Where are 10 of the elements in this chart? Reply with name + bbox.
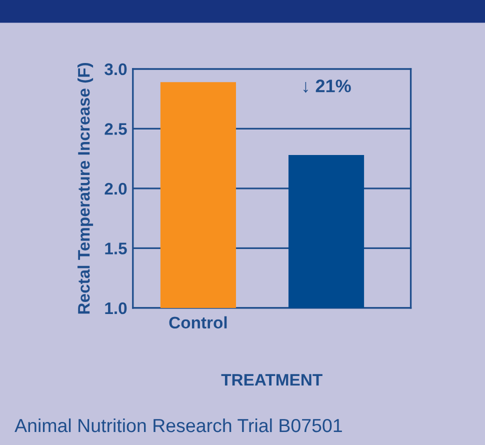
annotation: ↓ 21%	[304, 80, 351, 93]
y-tick-label: 2.0	[104, 182, 127, 195]
text: Animal Nutrition Research Trial B07501	[14, 418, 342, 432]
y-tick-label: 3.0	[104, 63, 127, 76]
y-tick-label: 1.0	[105, 302, 127, 314]
y-tick-label: 1.5	[105, 242, 127, 254]
y-tick-label: 2.5	[104, 123, 127, 135]
x-tick-label: Control	[169, 316, 227, 329]
y-axis-title: Rectal Temperature Increase (F)	[78, 62, 94, 314]
x-axis-title: TREATMENT	[221, 374, 322, 386]
